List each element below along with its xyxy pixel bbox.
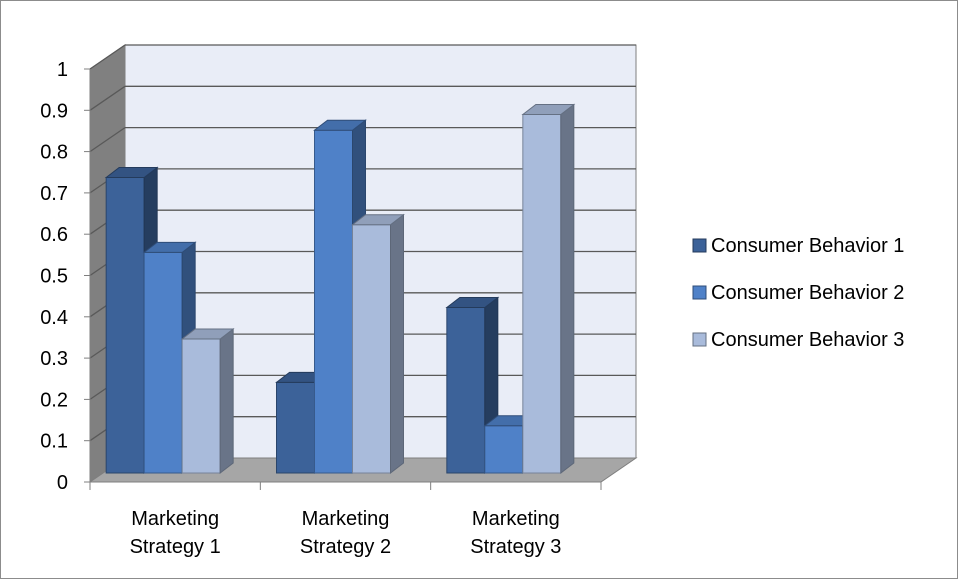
bar	[351, 213, 405, 475]
legend-swatch	[692, 332, 707, 347]
y-tick-label: 0.2	[40, 389, 68, 411]
y-tick-label: 0.7	[40, 183, 68, 205]
y-tick-label: 0.1	[40, 431, 68, 453]
x-category-label: Marketing	[131, 508, 219, 530]
y-tick-label: 1	[57, 59, 68, 81]
bar-front	[522, 113, 562, 474]
y-tick-label: 0.5	[40, 266, 68, 288]
bar-side	[219, 328, 234, 475]
y-tick-label: 0.4	[40, 307, 68, 329]
x-category-label: Marketing	[302, 508, 390, 530]
bar-front	[143, 251, 183, 474]
gridline-side	[89, 44, 126, 70]
bar-front	[484, 425, 524, 474]
legend-label: Consumer Behavior 3	[711, 329, 904, 351]
bar	[521, 103, 576, 475]
x-category-label: Strategy 2	[300, 536, 391, 558]
bar-top	[313, 119, 367, 131]
legend-swatch	[692, 285, 707, 300]
bar-side	[560, 103, 575, 475]
y-tick-label: 0.6	[40, 224, 68, 246]
bar-side	[390, 213, 404, 475]
gridline-side	[89, 85, 126, 111]
x-category-label: Marketing	[472, 508, 560, 530]
bar-front	[446, 307, 486, 474]
bar-front	[181, 338, 221, 474]
y-tick-label: 0.9	[40, 100, 68, 122]
legend-label: Consumer Behavior 1	[711, 235, 904, 257]
bar-front	[276, 381, 315, 474]
bar-top	[521, 103, 576, 115]
bar-top	[351, 214, 405, 226]
bar-top	[104, 167, 159, 178]
x-category-label: Strategy 3	[470, 536, 561, 558]
legend-swatch	[692, 238, 707, 253]
bar-top	[445, 297, 500, 309]
bar-top	[180, 328, 235, 340]
bar-top	[142, 241, 197, 253]
bar-front	[105, 177, 145, 474]
y-tick-label: 0.3	[40, 348, 68, 370]
x-category-label: Strategy 1	[130, 536, 221, 558]
legend-label: Consumer Behavior 2	[711, 282, 904, 304]
bar-front	[314, 129, 353, 474]
y-tick-label: 0	[57, 472, 68, 494]
gridline-side	[89, 127, 126, 153]
bar	[180, 328, 235, 475]
bar-front	[352, 224, 391, 474]
y-tick-label: 0.8	[40, 142, 68, 164]
